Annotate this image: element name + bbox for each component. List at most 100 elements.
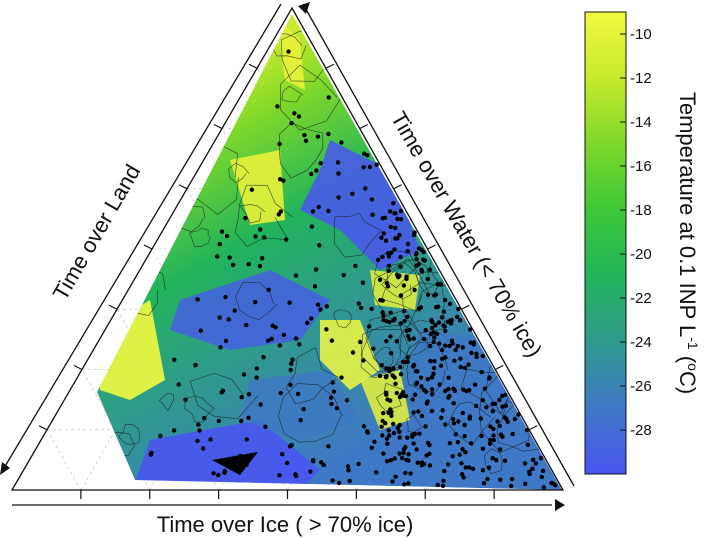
axis-title-bottom: Time over Ice ( > 70% ice) [157,512,414,537]
contour-line [145,119,196,172]
data-point [412,392,418,397]
data-point [450,454,455,459]
data-point [243,216,248,221]
outer-right-edge [302,3,575,487]
data-point [456,419,461,424]
data-point [467,465,472,470]
data-point [504,416,509,421]
grid-line [81,369,151,491]
data-point [336,195,341,200]
data-point [326,95,331,100]
data-point [345,464,351,469]
data-point [459,461,464,466]
data-point [246,415,251,420]
contour-low-region-3 [170,270,330,350]
data-point [463,465,468,470]
data-point [494,457,499,463]
data-point [491,426,496,432]
data-point [441,309,447,314]
data-point [398,372,404,377]
data-point [336,171,341,176]
data-point [431,339,436,345]
data-point [218,345,223,350]
tick-mark [494,364,504,371]
contour-line [278,122,324,179]
data-point [172,357,177,362]
data-point [428,331,433,337]
data-point [443,355,448,360]
data-point [429,387,435,392]
data-point [487,376,492,381]
data-point [360,280,366,285]
data-point [309,316,314,321]
data-point [293,273,299,278]
data-point [407,337,412,342]
data-point [425,377,430,382]
data-point [442,468,447,474]
data-point [425,276,430,282]
data-point [451,401,456,406]
data-point [480,446,486,451]
data-point [469,350,474,356]
data-point [402,318,407,324]
data-point [443,328,448,334]
data-point [425,440,431,446]
colorbar-tick-label: -20 [630,246,652,263]
grid-line [46,429,82,491]
data-point [452,358,457,363]
data-point [472,382,478,387]
contour-line [450,35,472,52]
data-point [253,299,258,305]
data-point [277,473,282,478]
data-point [502,458,508,463]
data-point [288,382,293,388]
data-point [405,359,410,364]
data-point [318,161,323,166]
data-point [418,375,424,380]
data-point [388,458,394,463]
contour-line [483,448,503,475]
data-point [411,410,416,415]
data-point [266,287,271,292]
data-point [474,351,479,356]
contour-line [189,227,211,247]
data-point [427,267,432,272]
data-point [397,364,403,370]
data-point [284,237,289,242]
data-point [525,442,531,447]
colorbar-title-unit-sup: o [685,363,701,371]
contour-line [376,382,403,412]
data-point [449,338,454,343]
data-point [429,392,435,397]
data-point [448,318,453,323]
data-point [382,215,388,220]
data-point [195,438,200,444]
data-point [222,470,227,475]
data-point [388,310,393,315]
tick-mark [461,304,470,310]
data-point [458,364,463,370]
data-point [408,471,413,476]
colorbar-tick-label: -28 [630,422,652,439]
data-point [397,435,402,440]
data-point [374,162,379,167]
tick-mark [359,123,369,130]
data-point [287,300,292,305]
data-point [344,398,350,403]
data-point [223,338,229,344]
data-point [328,395,334,400]
contour-line [447,401,496,447]
data-point [413,252,419,257]
data-point [467,414,473,419]
data-point [158,433,163,439]
data-point [239,418,244,424]
contour-line [374,250,418,289]
data-point [414,257,419,262]
data-point [447,301,453,307]
data-point [411,364,416,369]
data-point [431,371,436,376]
data-point [289,361,294,366]
data-point [391,366,396,371]
contour-line [235,281,278,320]
data-point [443,422,448,427]
